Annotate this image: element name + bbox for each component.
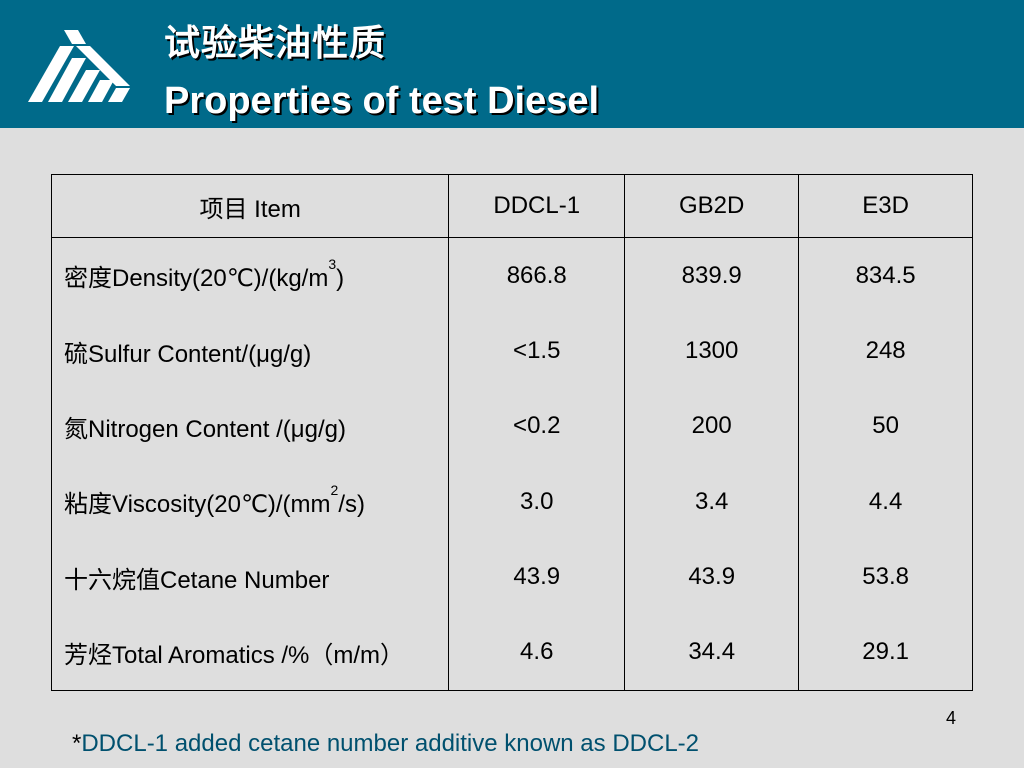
row-label: 粘度Viscosity(20℃)/(mm2/s) <box>50 464 450 540</box>
cell-ddcl-1: 866.8 <box>448 237 626 314</box>
table-row: 芳烃Total Aromatics /%（m/m） 4.6 34.4 29.1 <box>50 614 973 691</box>
cell-e3d: 4.4 <box>798 464 973 540</box>
footnote-text: DDCL-1 added cetane number additive know… <box>81 730 700 757</box>
cell-ddcl-1: 3.0 <box>448 464 626 540</box>
page-number: 4 <box>946 708 957 728</box>
header-ddcl-1: DDCL-1 <box>448 174 626 239</box>
cell-gb2d: 3.4 <box>624 464 800 540</box>
cell-gb2d: 200 <box>624 388 800 465</box>
cell-e3d: 50 <box>798 388 973 465</box>
cell-e3d: 29.1 <box>798 614 973 691</box>
cell-gb2d: 1300 <box>624 313 800 389</box>
row-label: 硫Sulfur Content/(μg/g) <box>50 313 450 389</box>
cell-gb2d: 839.9 <box>624 237 800 314</box>
cell-gb2d: 34.4 <box>624 614 800 691</box>
footnote: *DDCL-1 added cetane number additive kno… <box>72 730 699 758</box>
row-label-suffix: ) <box>336 265 345 293</box>
row-label: 十六烷值Cetane Number <box>50 539 450 615</box>
row-label-text: 硫Sulfur Content/(μg/g) <box>64 340 312 368</box>
cell-e3d: 53.8 <box>798 539 973 615</box>
row-label-text: 粘度Viscosity(20℃)/(mm <box>64 491 331 519</box>
cell-e3d: 248 <box>798 313 973 389</box>
table-row: 硫Sulfur Content/(μg/g) <1.5 1300 248 <box>50 313 973 389</box>
table-row: 氮Nitrogen Content /(μg/g) <0.2 200 50 <box>50 388 973 465</box>
cell-gb2d: 43.9 <box>624 539 800 615</box>
header-e3d: E3D <box>798 174 973 239</box>
company-logo-icon <box>28 30 130 102</box>
table-row: 粘度Viscosity(20℃)/(mm2/s) 3.0 3.4 4.4 <box>50 464 973 540</box>
cell-ddcl-1: <0.2 <box>448 388 626 465</box>
row-label: 密度Density(20℃)/(kg/m3) <box>50 237 450 314</box>
footnote-asterisk: * <box>72 730 82 757</box>
row-label: 芳烃Total Aromatics /%（m/m） <box>50 614 450 691</box>
row-label-text: 密度Density(20℃)/(kg/m <box>64 265 329 293</box>
row-label-text: 十六烷值Cetane Number <box>64 566 330 594</box>
table-row: 十六烷值Cetane Number 43.9 43.9 53.8 <box>50 539 973 615</box>
row-label-text: 氮Nitrogen Content /(μg/g) <box>64 415 346 443</box>
cell-ddcl-1: <1.5 <box>448 313 626 389</box>
row-label: 氮Nitrogen Content /(μg/g) <box>50 388 450 465</box>
slide-title-chinese: 试验柴油性质 <box>164 23 387 64</box>
row-label-superscript: 2 <box>330 482 339 499</box>
slide-title-english: Properties of test Diesel <box>164 80 600 122</box>
row-label-superscript: 3 <box>328 256 337 273</box>
row-label-text: 芳烃Total Aromatics /%（m/m） <box>64 641 405 669</box>
cell-ddcl-1: 43.9 <box>448 539 626 615</box>
cell-ddcl-1: 4.6 <box>448 614 626 691</box>
cell-e3d: 834.5 <box>798 237 973 314</box>
row-label-suffix: /s) <box>338 491 365 519</box>
table-header-row: 项目 Item DDCL-1 GB2D E3D <box>50 174 973 239</box>
header-gb2d: GB2D <box>624 174 800 239</box>
slide-header: 试验柴油性质 Properties of test Diesel <box>0 0 1024 128</box>
diesel-properties-table: 项目 Item DDCL-1 GB2D E3D 密度Density(20℃)/(… <box>50 174 973 691</box>
table-row: 密度Density(20℃)/(kg/m3) 866.8 839.9 834.5 <box>50 237 973 314</box>
header-item: 项目 Item <box>50 174 450 239</box>
